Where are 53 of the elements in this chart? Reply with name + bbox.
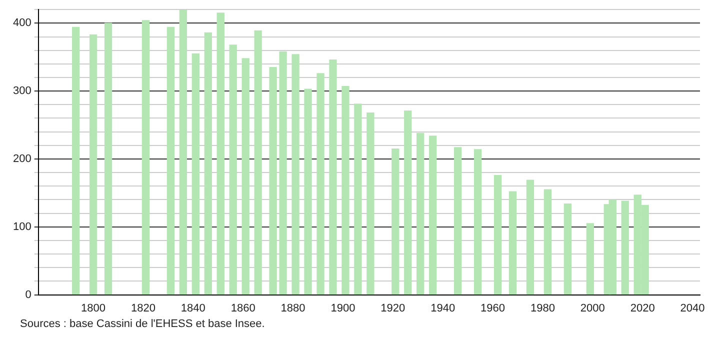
bar (254, 30, 262, 295)
x-tick-label: 1980 (530, 302, 555, 314)
y-tick-label: 400 (12, 17, 32, 30)
bar (526, 180, 534, 295)
bar (316, 73, 324, 295)
bar (104, 22, 112, 295)
bar (508, 191, 517, 295)
y-tick-label: 200 (12, 153, 32, 166)
source-note: Sources : base Cassini de l'EHESS et base Insee. (20, 318, 265, 330)
bar (142, 20, 150, 295)
bar (544, 189, 552, 295)
bar (564, 203, 572, 295)
x-tick-label: 1860 (230, 302, 256, 314)
x-tick-label: 1960 (480, 302, 506, 314)
x-tick-label: 1880 (280, 302, 306, 314)
bar (179, 10, 187, 295)
bar (304, 88, 312, 295)
y-tick-label: 0 (25, 288, 32, 301)
x-tick-label: 2040 (680, 302, 705, 314)
bar (404, 110, 412, 295)
bar (354, 104, 362, 295)
bar (292, 54, 300, 295)
x-tick-label: 1900 (330, 302, 356, 314)
bar (192, 53, 200, 295)
bar (166, 26, 175, 295)
bar (72, 26, 80, 295)
bar (329, 60, 337, 295)
bar (269, 66, 277, 295)
bar (342, 86, 350, 295)
x-tick-label: 1940 (430, 302, 456, 314)
bar (494, 174, 502, 295)
x-tick-label: 2020 (630, 302, 655, 314)
bar (474, 149, 482, 295)
bar (416, 132, 424, 295)
bar (366, 112, 374, 295)
bar (429, 136, 437, 295)
x-tick-label: 2000 (580, 302, 605, 314)
y-tick-label: 300 (12, 85, 32, 98)
bar (229, 44, 237, 295)
bar (89, 34, 98, 295)
bar (204, 32, 212, 295)
x-tick-label: 1820 (130, 302, 156, 314)
x-tick-label: 1840 (180, 302, 206, 314)
y-tick-label: 100 (12, 220, 32, 233)
x-tick-label: 1800 (81, 302, 106, 314)
bar (242, 58, 250, 295)
bar (279, 51, 287, 295)
bar (216, 12, 224, 295)
bar (621, 200, 629, 295)
x-tick-label: 1920 (380, 302, 406, 314)
bar (586, 223, 594, 295)
bar (392, 148, 400, 295)
bar (454, 147, 462, 295)
